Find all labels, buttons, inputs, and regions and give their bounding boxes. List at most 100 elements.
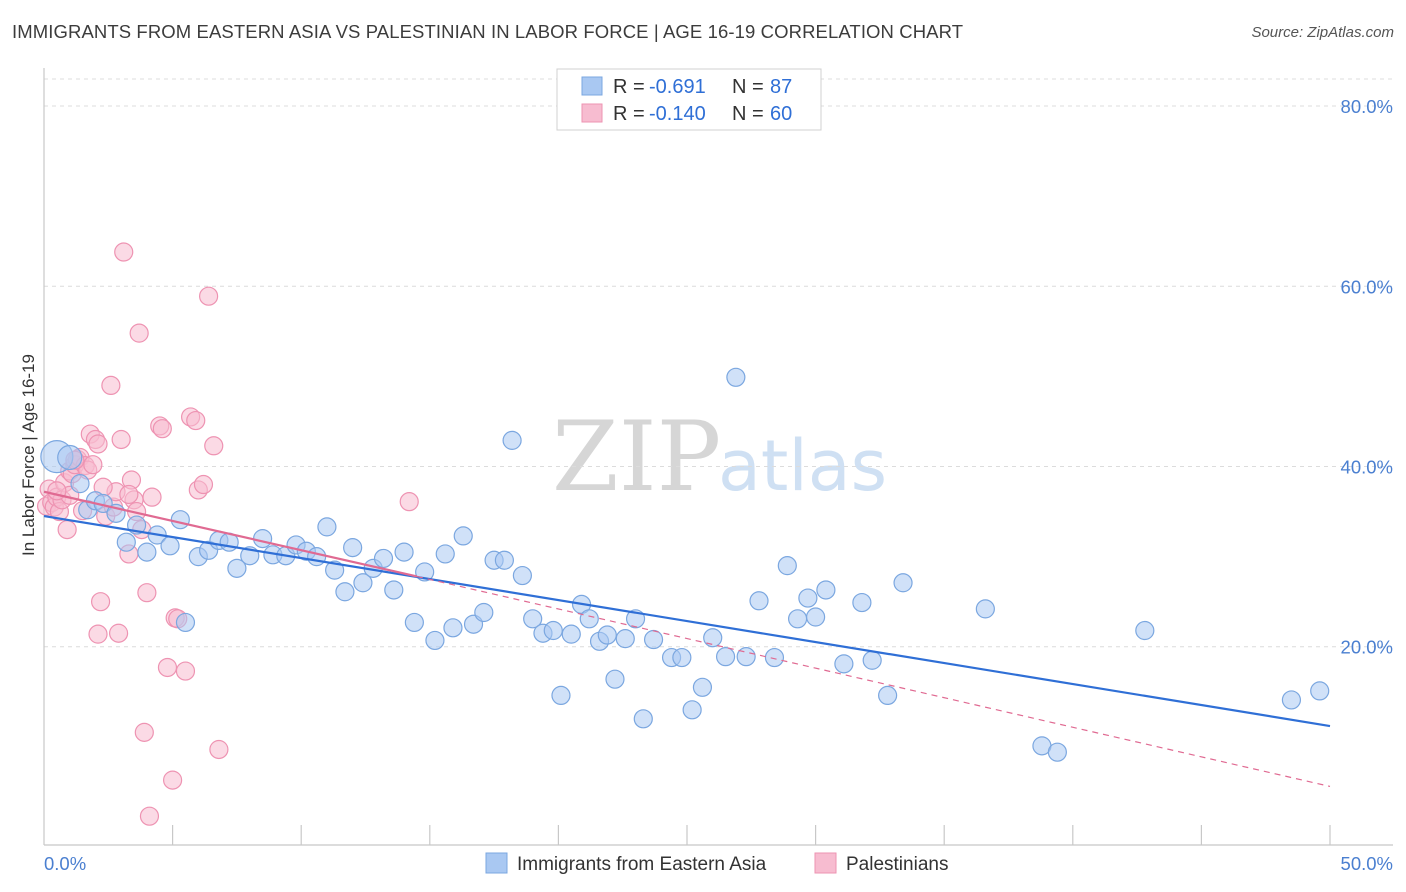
eastern-asia-point xyxy=(404,612,424,633)
legend-n-value-blue: 87 xyxy=(770,76,792,98)
palestinians-trend-line-dashed xyxy=(416,575,1331,788)
palestinians-point xyxy=(134,722,154,742)
y-tick-label-1: 40.0% xyxy=(1341,457,1393,478)
y-tick-labels: 20.0% 40.0% 60.0% 80.0% xyxy=(1341,96,1393,658)
eastern-asia-point xyxy=(523,609,543,629)
series-legend-swatch-eastern-asia xyxy=(485,852,508,874)
palestinians-point xyxy=(57,519,77,540)
y-tick-label-3: 80.0% xyxy=(1341,96,1393,117)
x-tick-min: 0.0% xyxy=(44,853,86,874)
eastern-asia-point xyxy=(893,573,913,593)
axes xyxy=(43,68,1393,846)
eastern-asia-point xyxy=(335,582,355,602)
source-credit: Source: ZipAtlas.com xyxy=(1251,24,1394,41)
eastern-asia-point xyxy=(764,647,785,668)
eastern-asia-point xyxy=(736,647,756,667)
eastern-asia-point xyxy=(227,558,247,578)
eastern-asia-point xyxy=(852,592,872,613)
palestinians-point xyxy=(142,487,162,507)
eastern-asia-point xyxy=(703,628,723,648)
palestinians-point xyxy=(111,429,131,450)
eastern-asia-point xyxy=(307,547,327,567)
eastern-asia-point xyxy=(878,685,898,706)
eastern-asia-point xyxy=(394,542,414,562)
eastern-asia-point xyxy=(137,542,157,562)
watermark-atlas: atlas xyxy=(718,425,887,507)
palestinians-point xyxy=(114,242,134,262)
eastern-asia-point xyxy=(561,624,581,644)
eastern-asia-point xyxy=(435,544,455,564)
eastern-asia-point xyxy=(579,609,599,629)
eastern-asia-point xyxy=(1135,620,1155,641)
palestinians-point xyxy=(186,410,206,431)
eastern-asia-point xyxy=(116,532,136,552)
eastern-asia-point xyxy=(643,629,664,650)
legend-n-value-pink: 60 xyxy=(770,103,792,125)
eastern-asia-point xyxy=(615,629,635,649)
palestinians-point xyxy=(163,770,183,790)
eastern-asia-point xyxy=(726,367,746,387)
eastern-asia-point xyxy=(384,580,404,600)
eastern-asia-trend-line xyxy=(43,514,1331,728)
eastern-asia-point xyxy=(325,560,345,580)
eastern-asia-point xyxy=(749,591,769,611)
eastern-asia-point xyxy=(682,700,702,720)
eastern-asia-point xyxy=(1281,690,1302,710)
palestinians-point xyxy=(83,455,103,475)
eastern-asia-point xyxy=(70,474,90,494)
y-tick-label-0: 20.0% xyxy=(1341,637,1393,658)
eastern-asia-point xyxy=(453,526,473,546)
eastern-asia-point xyxy=(343,538,363,558)
eastern-asia-point xyxy=(443,618,463,638)
eastern-asia-point xyxy=(1310,681,1330,701)
palestinians-point xyxy=(157,657,178,678)
series-legend-label-eastern-asia: Immigrants from Eastern Asia xyxy=(517,854,767,875)
eastern-asia-point xyxy=(160,536,180,556)
eastern-asia-point xyxy=(605,669,625,689)
y-axis-label: In Labor Force | Age 16-19 xyxy=(19,354,38,556)
eastern-asia-point xyxy=(317,517,337,537)
eastern-asia-point xyxy=(787,609,808,629)
eastern-asia-point xyxy=(692,677,713,697)
eastern-asia-point xyxy=(474,602,494,623)
eastern-asia-point xyxy=(862,650,882,670)
eastern-asia-point xyxy=(373,548,394,569)
x-tick-labels: 0.0% 50.0% xyxy=(44,853,1393,874)
legend-r-value-blue: -0.691 xyxy=(649,76,706,98)
palestinians-point xyxy=(175,661,196,681)
palestinians-point xyxy=(399,492,419,512)
eastern-asia-point xyxy=(253,529,273,549)
palestinians-point xyxy=(119,484,139,505)
eastern-asia-point xyxy=(975,599,995,619)
y-tick-label-2: 60.0% xyxy=(1341,276,1393,297)
palestinians-point xyxy=(199,286,219,306)
correlation-legend: R = -0.691 N = 87 R = -0.140 N = 60 xyxy=(556,68,822,131)
palestinians-point xyxy=(88,624,108,644)
legend-swatch-pink xyxy=(581,103,603,123)
eastern-asia-point xyxy=(715,647,736,667)
legend-n-label-blue: N = xyxy=(732,76,764,98)
x-tick-max: 50.0% xyxy=(1341,853,1393,874)
legend-r-label-blue: R = xyxy=(613,76,645,98)
eastern-asia-point xyxy=(502,430,522,450)
series-legend-label-palestinians: Palestinians xyxy=(846,854,948,875)
palestinians-point xyxy=(193,474,214,495)
legend-r-label-pink: R = xyxy=(613,103,645,125)
eastern-asia-point xyxy=(543,620,563,641)
eastern-asia-point xyxy=(353,573,373,593)
eastern-asia-point xyxy=(805,607,826,627)
legend-r-value-pink: -0.140 xyxy=(649,103,706,125)
palestinians-point xyxy=(139,806,160,826)
legend-n-label-pink: N = xyxy=(732,103,764,125)
palestinians-point xyxy=(101,375,121,396)
palestinians-point xyxy=(152,419,172,439)
trend-lines xyxy=(43,490,1331,788)
eastern-asia-point xyxy=(834,654,854,674)
palestinians-point xyxy=(88,434,108,454)
eastern-asia-point xyxy=(57,444,83,471)
palestinians-point xyxy=(204,436,224,456)
watermark: ZIP atlas xyxy=(552,401,887,513)
eastern-asia-point xyxy=(170,510,190,530)
palestinians-point xyxy=(137,583,157,603)
